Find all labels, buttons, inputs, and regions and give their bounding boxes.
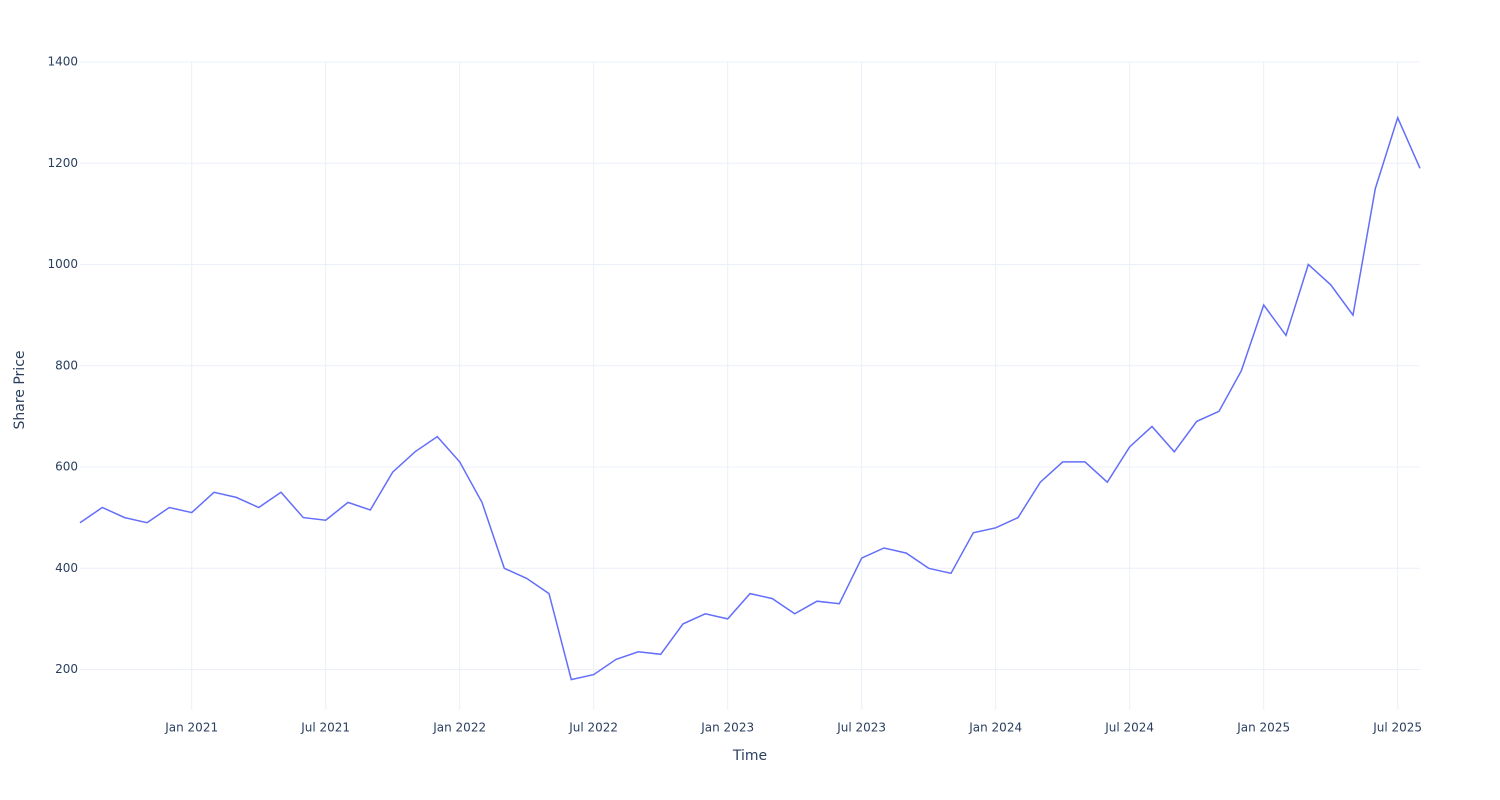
- x-tick-label: Jul 2024: [1104, 721, 1154, 735]
- y-tick-label: 200: [55, 662, 78, 676]
- line: [79, 115, 1421, 681]
- x-tick-label: Jul 2021: [300, 721, 350, 735]
- x-tick-label: Jan 2022: [432, 721, 486, 735]
- y-tick-label: 400: [55, 561, 78, 575]
- x-tick-label: Jul 2023: [836, 721, 886, 735]
- y-tick-label: 1000: [47, 257, 78, 271]
- x-tick-label: Jan 2024: [968, 721, 1022, 735]
- x-tick-label: Jan 2023: [700, 721, 754, 735]
- y-tick-label: 1200: [47, 156, 78, 170]
- x-axis-title: Time: [732, 748, 767, 764]
- x-tick-label: Jul 2022: [568, 721, 618, 735]
- y-tick-label: 1400: [47, 55, 78, 69]
- y-tick-label: 800: [55, 358, 78, 372]
- y-axis-title: Share Price: [12, 350, 28, 429]
- x-tick-label: Jul 2025: [1372, 721, 1422, 735]
- y-tick-label: 600: [55, 460, 78, 474]
- x-tick-label: Jan 2025: [1236, 721, 1290, 735]
- x-tick-label: Jan 2021: [164, 721, 218, 735]
